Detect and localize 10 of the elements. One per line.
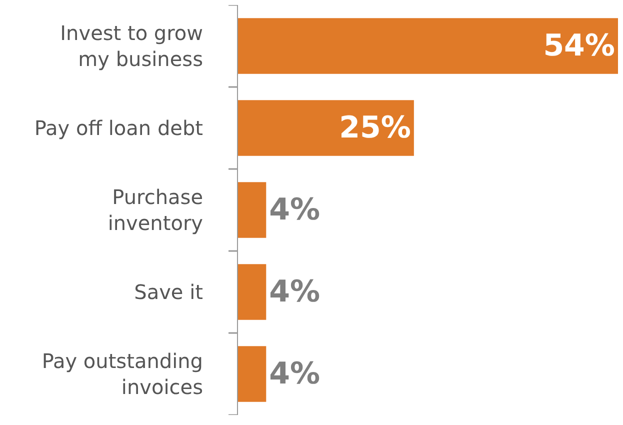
data-label: 54% bbox=[543, 28, 615, 64]
y-tick-label: Pay off loan debt bbox=[34, 116, 204, 140]
data-label: 25% bbox=[339, 110, 411, 146]
y-tick-label: Save it bbox=[134, 280, 204, 304]
y-tick-label: Pay outstanding invoices bbox=[42, 349, 203, 399]
y-tick-label: Purchase inventory bbox=[108, 185, 204, 235]
data-label: 4% bbox=[269, 274, 320, 310]
data-label: 4% bbox=[269, 192, 320, 228]
y-tick-label: Invest to grow my business bbox=[60, 21, 203, 71]
data-label: 4% bbox=[269, 356, 320, 392]
